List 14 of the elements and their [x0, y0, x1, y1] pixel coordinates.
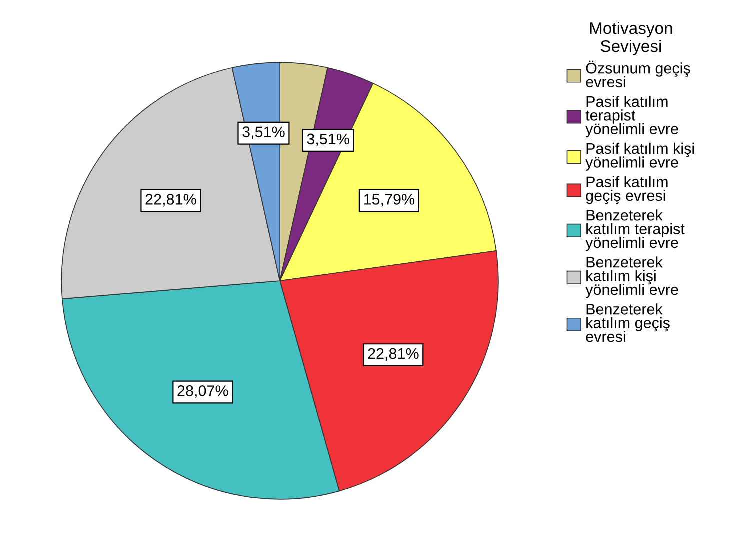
legend-label: Benzeterek katılım kişi yönelimli evre	[586, 256, 678, 298]
legend-title: Motivasyon Seviyesi	[590, 22, 672, 56]
data-label: 3,51%	[242, 126, 285, 140]
data-label: 3,51%	[307, 134, 350, 146]
legend-label: Pasif katılım geçiş evresi	[586, 176, 668, 204]
data-label: 22,81%	[146, 194, 196, 207]
data-label: 28,07%	[178, 386, 228, 398]
legend-label: Benzeterek katılım geçiş evresi	[586, 304, 670, 342]
legend-label: Özsunum geçiş evresi	[586, 60, 690, 88]
data-label: 22,81%	[368, 348, 419, 361]
legend-label: Benzeterek katılım terapist yönelimli evre	[586, 210, 685, 252]
data-label: 15,79%	[364, 194, 415, 207]
legend-label: Pasif katılım kişi yönelimli evre	[586, 142, 694, 171]
legend-label: Pasif katılım terapist yönelimli evre	[586, 96, 678, 138]
